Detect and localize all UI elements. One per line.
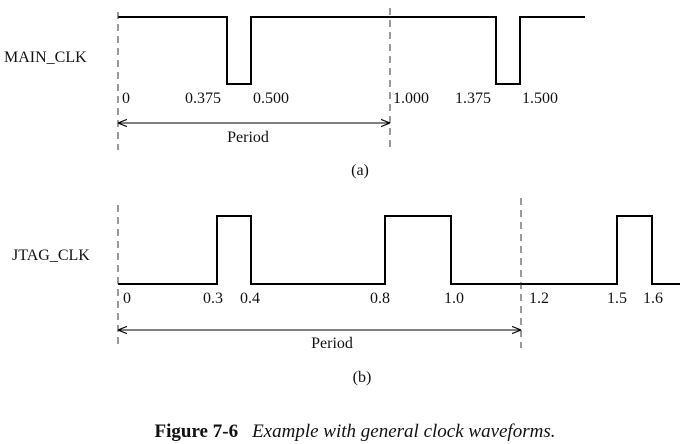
- tick-label: 1.5: [607, 290, 627, 307]
- caption: Figure 7-6 Example with general clock wav…: [155, 421, 556, 442]
- panel-label: (a): [351, 162, 369, 179]
- caption-text: Example with general clock waveforms.: [251, 421, 555, 442]
- tick-label: 0.375: [185, 90, 221, 107]
- tick-label: 0.500: [253, 90, 289, 107]
- tick-label: 1.375: [455, 90, 491, 107]
- waveform: [118, 16, 585, 85]
- waveform: [118, 215, 680, 285]
- tick-label: 0.4: [240, 290, 260, 307]
- panel-b: JTAG_CLK 0 0.3 0.4 0.8 1.0 1.2 1.5 1.6 P…: [12, 198, 680, 386]
- period-label: Period: [311, 335, 353, 352]
- signal-name: MAIN_CLK: [4, 49, 87, 66]
- signal-name: JTAG_CLK: [12, 247, 90, 264]
- panel-a: MAIN_CLK 0 0.375 0.500 1.000 1.375 1.500…: [4, 8, 585, 179]
- tick-label: 0: [122, 90, 130, 107]
- tick-label: 1.0: [444, 290, 464, 307]
- tick-label: 0.8: [370, 290, 390, 307]
- tick-label: 1.2: [529, 290, 549, 307]
- tick-label: 1.000: [393, 90, 429, 107]
- tick-label: 0: [123, 290, 131, 307]
- tick-label: 0.3: [203, 290, 223, 307]
- tick-label: 1.500: [522, 90, 558, 107]
- caption-number: Figure 7-6: [155, 421, 239, 442]
- period-label: Period: [227, 129, 269, 146]
- tick-label: 1.6: [643, 290, 663, 307]
- panel-label: (b): [353, 369, 372, 386]
